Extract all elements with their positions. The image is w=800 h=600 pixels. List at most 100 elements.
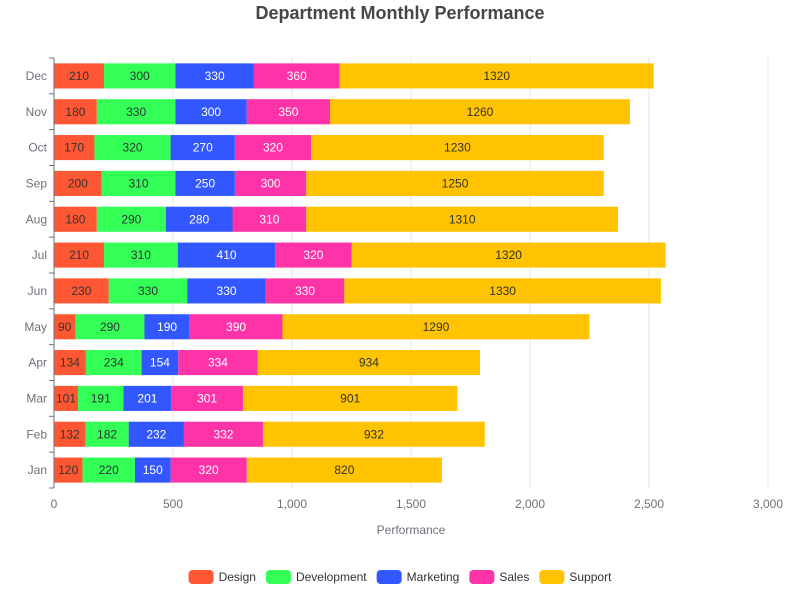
data-label: 310 bbox=[259, 212, 279, 226]
legend-label: Support bbox=[569, 570, 612, 584]
y-tick-label: Jul bbox=[32, 248, 47, 262]
bar-segment bbox=[96, 99, 176, 125]
bar-segment bbox=[175, 170, 235, 196]
data-label: 932 bbox=[364, 427, 384, 441]
bar-segment bbox=[144, 314, 190, 340]
legend-label: Marketing bbox=[407, 570, 460, 584]
data-label: 170 bbox=[64, 141, 84, 155]
bar-segment bbox=[306, 170, 604, 196]
data-label: 134 bbox=[60, 356, 80, 370]
bar-segment bbox=[54, 314, 76, 340]
bar-segment bbox=[257, 350, 481, 376]
data-label: 250 bbox=[195, 176, 215, 190]
bar-segment bbox=[170, 135, 235, 161]
data-label: 290 bbox=[121, 212, 141, 226]
bar-segment bbox=[94, 135, 171, 161]
bar-segment bbox=[54, 63, 104, 89]
bar-segment bbox=[103, 242, 178, 268]
bar-segment bbox=[128, 421, 184, 447]
x-tick-label: 500 bbox=[163, 497, 183, 511]
bar-segment bbox=[189, 314, 283, 340]
data-label: 330 bbox=[126, 105, 146, 119]
data-label: 390 bbox=[226, 320, 246, 334]
data-label: 300 bbox=[130, 69, 150, 83]
data-label: 182 bbox=[97, 427, 117, 441]
bar-segment bbox=[54, 135, 95, 161]
legend-item[interactable]: Development bbox=[265, 570, 367, 584]
data-label: 332 bbox=[213, 427, 233, 441]
bar-segment bbox=[234, 135, 312, 161]
bar-segment bbox=[234, 170, 307, 196]
legend-item[interactable]: Support bbox=[539, 570, 612, 584]
bar-segment bbox=[108, 278, 188, 304]
data-label: 820 bbox=[334, 463, 354, 477]
legend-swatch bbox=[188, 570, 214, 584]
legend-swatch bbox=[469, 570, 495, 584]
data-label: 1260 bbox=[467, 105, 494, 119]
data-label: 280 bbox=[189, 212, 209, 226]
data-label: 320 bbox=[199, 463, 219, 477]
bar-segment bbox=[187, 278, 266, 304]
data-label: 330 bbox=[295, 284, 315, 298]
data-label: 1320 bbox=[483, 69, 510, 83]
bar-segment bbox=[54, 242, 104, 268]
y-tick-label: Aug bbox=[26, 212, 47, 226]
data-label: 234 bbox=[104, 356, 124, 370]
bar-segment bbox=[96, 206, 166, 232]
legend-item[interactable]: Sales bbox=[469, 570, 529, 584]
data-label: 1290 bbox=[423, 320, 450, 334]
bar-segment bbox=[78, 385, 124, 411]
bar-segment bbox=[54, 206, 97, 232]
data-label: 180 bbox=[65, 212, 85, 226]
data-label: 901 bbox=[340, 391, 360, 405]
bar-segment bbox=[246, 457, 442, 483]
x-tick-label: 1,500 bbox=[396, 497, 426, 511]
bar-segment bbox=[170, 457, 247, 483]
data-label: 330 bbox=[217, 284, 237, 298]
bar-segment bbox=[123, 385, 172, 411]
bar-segment bbox=[351, 242, 666, 268]
bar-segment bbox=[246, 99, 331, 125]
bar-segment bbox=[282, 314, 590, 340]
y-tick-label: Oct bbox=[28, 141, 47, 155]
data-label: 154 bbox=[150, 356, 170, 370]
bar-segment bbox=[141, 350, 179, 376]
axes: 0 500 1,000 1,500 2,000 2,500 3,000 Jan Feb Mar Ap… bbox=[24, 57, 783, 511]
data-label: 334 bbox=[208, 356, 228, 370]
data-label: 200 bbox=[68, 176, 88, 190]
data-label: 1250 bbox=[442, 176, 469, 190]
data-label: 201 bbox=[137, 391, 157, 405]
legend: Design Development Marketing Sales Support bbox=[188, 570, 612, 584]
legend-item[interactable]: Marketing bbox=[376, 570, 460, 584]
bar-segment bbox=[75, 314, 145, 340]
bar-segment bbox=[103, 63, 176, 89]
x-axis-title: Performance bbox=[377, 523, 446, 537]
bar-segment bbox=[175, 63, 254, 89]
bar-segment bbox=[54, 278, 109, 304]
y-tick-label: May bbox=[24, 320, 47, 334]
bar-segment bbox=[101, 170, 176, 196]
y-tick-label: Jan bbox=[28, 463, 47, 477]
data-label: 210 bbox=[69, 69, 89, 83]
x-tick-label: 1,000 bbox=[277, 497, 307, 511]
data-label: 1310 bbox=[449, 212, 476, 226]
y-tick-label: Dec bbox=[26, 69, 47, 83]
x-tick-label: 3,000 bbox=[753, 497, 783, 511]
data-label: 150 bbox=[143, 463, 163, 477]
bar-segment bbox=[330, 99, 630, 125]
y-tick-label: Nov bbox=[26, 105, 47, 119]
data-label: 290 bbox=[100, 320, 120, 334]
bar-segment bbox=[165, 206, 233, 232]
bar-segment bbox=[134, 457, 171, 483]
data-label: 1230 bbox=[444, 141, 471, 155]
legend-label: Design bbox=[219, 570, 256, 584]
legend-swatch bbox=[265, 570, 291, 584]
legend-swatch bbox=[539, 570, 565, 584]
bars: 120 220 150 320 820 132 182 232 332 932 101 191 201 3… bbox=[54, 63, 666, 483]
data-label: 132 bbox=[60, 427, 80, 441]
data-label: 300 bbox=[201, 105, 221, 119]
data-label: 934 bbox=[359, 356, 379, 370]
legend-item[interactable]: Design bbox=[188, 570, 256, 584]
data-label: 190 bbox=[157, 320, 177, 334]
